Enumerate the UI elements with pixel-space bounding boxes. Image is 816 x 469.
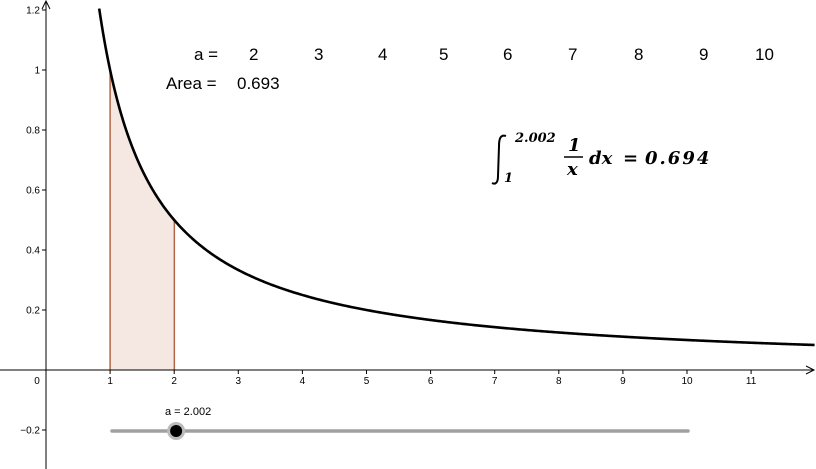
integral-upper-limit: 2.002 <box>514 131 556 146</box>
x-tick-label: 7 <box>492 376 498 387</box>
a-label: a = <box>194 45 218 64</box>
x-tick-label: 8 <box>556 376 562 387</box>
y-axis-arrow <box>41 0 51 10</box>
a-value-3[interactable]: 3 <box>314 45 323 64</box>
integral-expression: 2.002 1 1 x dx = 0.694 <box>491 131 711 186</box>
function-curve[interactable] <box>97 8 815 347</box>
x-tick-label: 0 <box>34 376 40 387</box>
y-tick-label: 1 <box>34 66 40 77</box>
a-value-2[interactable]: 2 <box>249 45 258 64</box>
x-tick-label: 1 <box>107 376 113 387</box>
x-tick-label: 2 <box>171 376 177 387</box>
a-value-7[interactable]: 7 <box>568 45 577 64</box>
slider-knob[interactable] <box>170 425 183 437</box>
a-value-8[interactable]: 8 <box>634 45 643 64</box>
y-tick-label: −0.2 <box>20 426 40 437</box>
x-tick-label: 3 <box>236 376 242 387</box>
a-value-4[interactable]: 4 <box>378 45 387 64</box>
x-tick-label: 5 <box>364 376 370 387</box>
integral-lower-limit: 1 <box>504 171 513 186</box>
integral-sign <box>491 134 507 185</box>
area-value: 0.693 <box>237 74 280 93</box>
integral-equals: = <box>623 148 638 169</box>
a-slider[interactable]: a = 2.002 <box>110 406 690 440</box>
y-tick-label: 0.8 <box>26 126 40 137</box>
y-tick-label: 0.6 <box>26 186 40 197</box>
y-tick-label: 1.2 <box>26 6 40 17</box>
x-tick-label: 9 <box>620 376 626 387</box>
y-tick-label: 0.4 <box>26 246 40 257</box>
x-axis-arrow <box>805 365 816 375</box>
area-label: Area = <box>166 74 217 93</box>
fraction-denominator: x <box>566 159 578 180</box>
a-value-6[interactable]: 6 <box>503 45 512 64</box>
x-tick-label: 10 <box>681 376 693 387</box>
x-tick-label: 11 <box>746 376 757 387</box>
fraction-numerator: 1 <box>568 135 581 156</box>
slider-label: a = 2.002 <box>165 406 211 418</box>
x-tick-label: 6 <box>428 376 434 387</box>
integral-dx: dx <box>589 148 613 169</box>
x-tick-label: 4 <box>300 376 306 387</box>
area-shaded-region <box>110 70 175 370</box>
a-value-9[interactable]: 9 <box>699 45 708 64</box>
a-value-10[interactable]: 10 <box>755 45 774 64</box>
integral-result: 0.694 <box>645 148 711 169</box>
y-tick-label: 0.2 <box>26 306 40 317</box>
a-value-5[interactable]: 5 <box>439 45 448 64</box>
